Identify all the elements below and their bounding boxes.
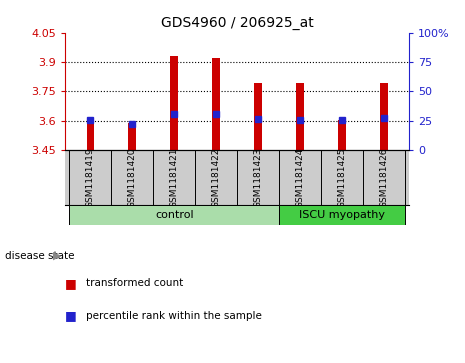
Text: disease state: disease state: [5, 251, 74, 261]
Bar: [279, 205, 405, 225]
Text: control: control: [155, 210, 193, 220]
Text: ■: ■: [65, 309, 77, 322]
Bar: [296, 83, 304, 150]
Bar: [380, 83, 388, 150]
Text: GSM1181420: GSM1181420: [128, 147, 137, 208]
Text: GSM1181421: GSM1181421: [170, 147, 179, 208]
Text: GSM1181423: GSM1181423: [253, 147, 263, 208]
Text: GSM1181419: GSM1181419: [86, 147, 95, 208]
Text: transformed count: transformed count: [86, 278, 183, 288]
Text: GSM1181422: GSM1181422: [212, 147, 221, 208]
Bar: [254, 83, 262, 150]
Text: GSM1181424: GSM1181424: [296, 147, 305, 208]
Text: GSM1181426: GSM1181426: [379, 147, 389, 208]
Bar: [171, 56, 178, 150]
Text: ▶: ▶: [53, 251, 61, 261]
Bar: [128, 123, 136, 150]
Bar: [69, 205, 279, 225]
Text: ■: ■: [65, 277, 77, 290]
Bar: [213, 58, 220, 150]
Bar: [86, 120, 94, 150]
Text: percentile rank within the sample: percentile rank within the sample: [86, 311, 262, 321]
Text: ISCU myopathy: ISCU myopathy: [299, 210, 385, 220]
Title: GDS4960 / 206925_at: GDS4960 / 206925_at: [161, 16, 313, 30]
Bar: [338, 120, 346, 150]
Text: GSM1181425: GSM1181425: [338, 147, 346, 208]
